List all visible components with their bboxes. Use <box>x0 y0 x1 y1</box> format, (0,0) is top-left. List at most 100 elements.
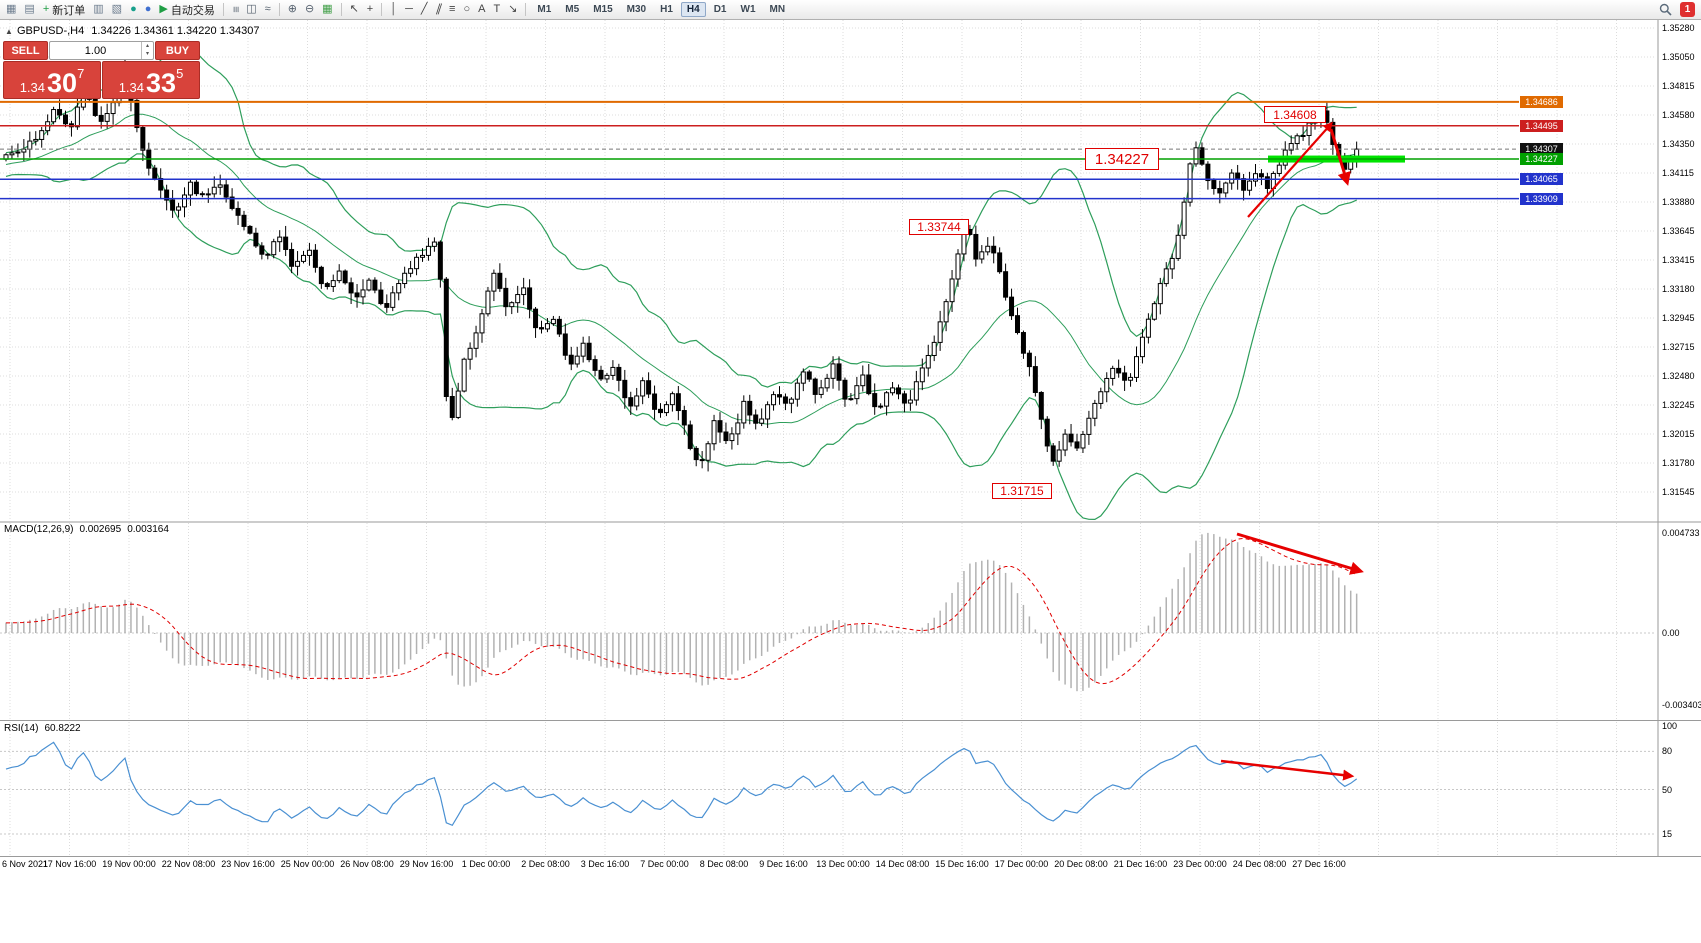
price-axis-tick: 1.32945 <box>1662 313 1695 323</box>
indicators-icon[interactable]: ● <box>127 1 140 18</box>
rsi-value: 60.8222 <box>44 723 81 734</box>
text-label-icon[interactable]: T <box>490 1 503 18</box>
time-axis-label: 25 Nov 00:00 <box>280 859 335 869</box>
price-callout[interactable]: 1.33744 <box>909 219 969 235</box>
time-axis-label: 1 Dec 00:00 <box>461 859 511 869</box>
buy-button[interactable]: BUY <box>155 41 200 60</box>
rsi-axis-label: 50 <box>1662 784 1673 795</box>
price-callout[interactable]: 1.34227 <box>1085 148 1159 170</box>
volume-spinner: ▴ ▾ <box>141 42 153 59</box>
sell-price-display[interactable]: 1.34 30 7 <box>3 61 101 99</box>
macd-indicator-label: MACD(12,26,9) 0.002695 0.003164 <box>4 524 169 535</box>
fibonacci-icon: ≡ <box>449 3 456 15</box>
chart-ohlc-values: 1.34226 1.34361 1.34220 1.34307 <box>91 25 260 37</box>
arrow-tool-icon[interactable]: ↘ <box>505 1 520 18</box>
new-order-button-label: 新订单 <box>52 4 86 17</box>
rsi-axis-label: 80 <box>1662 746 1673 757</box>
timeframe-m15-button[interactable]: M15 <box>593 4 613 15</box>
rsi-divergence-arrow <box>1220 759 1355 781</box>
time-axis-label: 19 Nov 00:00 <box>102 859 156 869</box>
timeframe-w1-button[interactable]: W1 <box>740 4 756 15</box>
arrow-tool-icon: ↘ <box>508 3 518 15</box>
fibonacci-icon[interactable]: ≡ <box>446 1 458 18</box>
trendline-icon[interactable]: ╱ <box>418 1 431 18</box>
sell-price-big: 30 <box>47 68 78 98</box>
macd-signal-line <box>5 537 1357 685</box>
price-axis-tick: 1.32015 <box>1662 429 1695 439</box>
auto-trading-button[interactable]: ▶ 自动交易 <box>156 1 217 18</box>
tile-windows-icon[interactable]: ▦ <box>319 1 335 18</box>
vertical-line-icon[interactable]: │ <box>387 1 400 18</box>
price-level-tag: 1.34495 <box>1520 119 1563 132</box>
buy-price-display[interactable]: 1.34 33 5 <box>102 61 200 99</box>
macd-divergence-arrow <box>1236 532 1364 575</box>
line-chart-icon[interactable]: ≈ <box>262 1 274 18</box>
volume-up-button[interactable]: ▴ <box>145 42 149 49</box>
time-axis-label: 23 Nov 16:00 <box>221 859 275 869</box>
one-click-collapse-arrow[interactable]: ▲ <box>5 27 13 36</box>
macd-name: MACD(12,26,9) <box>4 524 74 535</box>
navigator-icon[interactable]: ● <box>142 1 155 18</box>
price-rally-arrow <box>1247 121 1333 218</box>
candlestick-chart-icon: ◫ <box>246 3 257 15</box>
price-axis-tick: 1.32245 <box>1662 400 1695 410</box>
zoom-in-icon: ⊕ <box>287 3 297 15</box>
market-watch-icon: ▥ <box>93 3 104 15</box>
macd-main-value: 0.002695 <box>79 524 122 535</box>
timeframe-m30-button[interactable]: M30 <box>626 4 647 15</box>
buy-price-sup: 5 <box>176 66 184 81</box>
notification-badge[interactable]: 1 <box>1680 2 1695 17</box>
zoom-out-icon[interactable]: ⊖ <box>302 1 317 18</box>
bar-chart-icon[interactable]: ≡ <box>229 1 242 18</box>
zoom-out-icon: ⊖ <box>304 3 315 15</box>
timeframe-mn-button[interactable]: MN <box>769 4 786 15</box>
horizontal-line-icon[interactable]: ─ <box>402 1 416 18</box>
zoom-in-icon[interactable]: ⊕ <box>285 1 300 18</box>
one-click-trading-panel: SELL 1.00 ▴ ▾ BUY 1.34 30 7 1.34 33 5 <box>3 41 200 99</box>
auto-trading-button-label: 自动交易 <box>170 4 215 17</box>
price-callout[interactable]: 1.34608 <box>1264 106 1326 123</box>
chart-profiles-icon[interactable]: ▤ <box>21 1 37 18</box>
cursor-icon[interactable]: ↖ <box>347 1 362 18</box>
volume-down-button[interactable]: ▾ <box>145 51 149 58</box>
timeframe-h4-button[interactable]: H4 <box>680 2 706 17</box>
new-order-button[interactable]: + 新订单 <box>40 1 88 18</box>
bar-chart-icon: ≡ <box>229 6 242 13</box>
timeframe-m5-button[interactable]: M5 <box>565 4 580 15</box>
navigator-icon: ● <box>144 3 152 15</box>
macd-axis-label: 0.00 <box>1662 628 1680 638</box>
timeframe-m1-button[interactable]: M1 <box>537 4 552 15</box>
sell-button[interactable]: SELL <box>3 41 48 60</box>
ellipse-icon[interactable]: ○ <box>460 1 473 18</box>
timeframe-d1-button[interactable]: D1 <box>713 4 727 15</box>
price-callout[interactable]: 1.31715 <box>992 483 1052 499</box>
trendline-icon: ╱ <box>420 3 428 15</box>
timeframe-h1-button[interactable]: H1 <box>660 4 673 15</box>
chart-profiles-icon: ▤ <box>24 3 35 15</box>
buy-price-prefix: 1.34 <box>118 80 145 95</box>
price-axis-tick: 1.33180 <box>1662 284 1695 294</box>
price-axis-tick: 1.34350 <box>1662 139 1695 149</box>
rsi-line <box>5 741 1358 827</box>
data-window-icon[interactable]: ▧ <box>109 1 125 18</box>
crosshair-icon: + <box>366 3 374 15</box>
volume-value: 1.00 <box>84 44 107 57</box>
time-axis-label: 23 Dec 00:00 <box>1173 859 1227 869</box>
search-button[interactable] <box>1656 1 1675 18</box>
channel-icon[interactable]: ∥ <box>433 1 445 18</box>
new-chart-icon[interactable]: ▦ <box>3 1 19 18</box>
crosshair-icon[interactable]: + <box>364 1 376 18</box>
sell-price-sup: 7 <box>77 66 85 81</box>
volume-field[interactable]: 1.00 ▴ ▾ <box>49 41 154 60</box>
text-icon[interactable]: A <box>475 1 488 18</box>
new-order-icon: + <box>42 3 50 15</box>
time-axis-label: 17 Dec 00:00 <box>994 859 1049 869</box>
market-watch-icon[interactable]: ▥ <box>90 1 106 18</box>
chart-ohlc-header: GBPUSD-,H4 1.34226 1.34361 1.34220 1.343… <box>17 25 259 37</box>
candlestick-chart-icon[interactable]: ◫ <box>243 1 259 18</box>
time-axis-label: 24 Dec 08:00 <box>1232 859 1287 869</box>
toolbar-right-group: 1 <box>1656 1 1698 18</box>
price-axis-tick: 1.35280 <box>1662 23 1695 33</box>
toolbar-separator <box>222 3 224 16</box>
